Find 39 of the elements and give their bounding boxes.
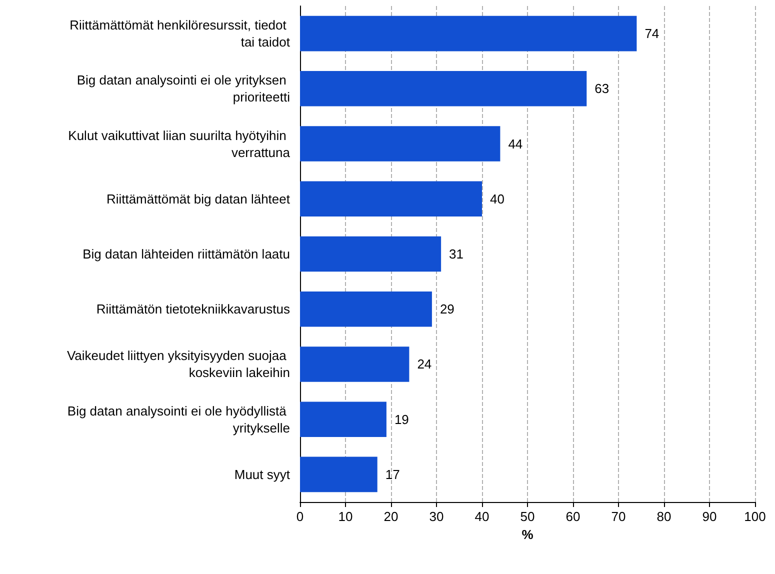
x-tick-label: 100 [744, 509, 766, 524]
x-tick-label: 80 [656, 509, 672, 524]
bar [300, 456, 378, 492]
y-tick-label: Kulut vaikuttivat liian suurilta hyötyihin verrattuna [68, 128, 291, 160]
bar [300, 16, 637, 52]
y-tick-label: Muut syyt [234, 466, 290, 482]
data-label: 40 [490, 191, 504, 206]
data-label: 29 [440, 302, 454, 317]
y-tick-label: Big datan analysointi ei ole yrityksen prioriteetti [76, 72, 290, 105]
y-tick-label: Riittämättömät big datan lähteet [106, 191, 290, 206]
bar [300, 71, 587, 106]
data-label: 31 [449, 246, 464, 262]
x-tick-label: 20 [384, 509, 398, 524]
y-tick-label: Riittämätön tietotekniikkavarustus [96, 302, 290, 317]
bar [300, 346, 410, 382]
x-tick-label: 0 [296, 509, 304, 524]
y-tick-label: Big datan analysointi ei ole hyödyllistä yritykselle [67, 403, 290, 436]
x-tick-label: 50 [520, 509, 535, 524]
data-label: 17 [385, 466, 400, 482]
bar [300, 236, 442, 272]
data-label: 44 [508, 136, 523, 152]
data-label: 24 [417, 356, 432, 372]
y-tick-label: Riittämättömät henkilöresurssit, tiedot tai taidot [70, 18, 290, 50]
data-label: 74 [644, 26, 660, 42]
x-tick-label: 40 [474, 509, 490, 524]
x-tick-label: 30 [429, 509, 444, 524]
x-tick-label: 90 [702, 509, 717, 524]
y-tick-label: Big datan lähteiden riittämätön laatu [82, 246, 290, 262]
x-tick-label: 10 [338, 509, 353, 524]
bar [300, 291, 432, 327]
x-tick-label: 60 [566, 509, 580, 524]
bar [300, 402, 386, 437]
x-axis-title: % [522, 527, 534, 542]
bar [300, 126, 500, 162]
data-label: 63 [594, 81, 610, 96]
y-tick-label: Vaikeudet liittyen yksityisyyden suojaa koskeviin lakeihin [66, 348, 290, 380]
bar [300, 181, 482, 217]
x-tick-label: 70 [611, 509, 626, 524]
data-label: 19 [394, 412, 409, 427]
